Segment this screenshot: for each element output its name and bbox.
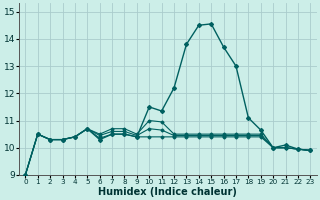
X-axis label: Humidex (Indice chaleur): Humidex (Indice chaleur) bbox=[98, 187, 237, 197]
